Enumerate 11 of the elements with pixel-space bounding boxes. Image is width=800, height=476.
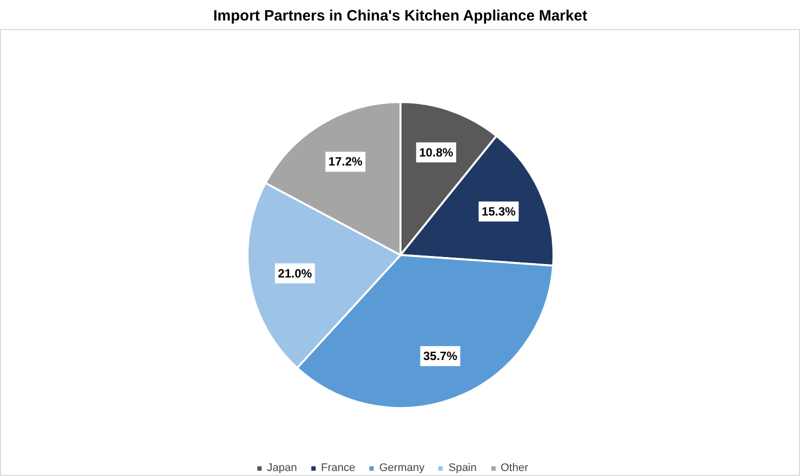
legend-label: France xyxy=(320,462,356,474)
data-label: 17.2% xyxy=(328,154,363,169)
data-label: 21.0% xyxy=(278,266,312,280)
data-label: 10.8% xyxy=(419,145,454,160)
chart-title: Import Partners in China's Kitchen Appliance Market xyxy=(213,8,588,24)
legend-label: Other xyxy=(500,462,528,474)
data-label: 35.7% xyxy=(423,349,458,364)
legend-label: Spain xyxy=(448,462,477,474)
legend-label: Germany xyxy=(379,462,424,474)
data-label: 15.3% xyxy=(482,204,516,219)
legend-label: Japan xyxy=(267,462,297,474)
